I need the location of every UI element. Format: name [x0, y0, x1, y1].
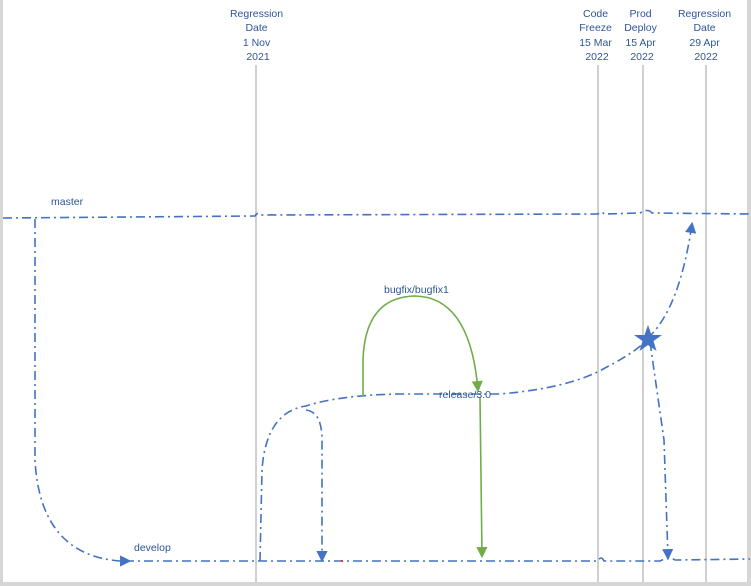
master-branch-line: [2, 209, 751, 219]
milestone-label-prod-deploy: Prod Deploy 15 Apr 2022: [624, 8, 660, 63]
bugfix-label: bugfix/bugfix1: [384, 284, 449, 296]
star-icon: [634, 325, 662, 351]
master-to-develop-arrow: [34, 219, 132, 567]
bugfix-branch-line: [362, 295, 483, 396]
release-to-develop-final-arrow: [649, 341, 674, 561]
release-branch-line: [259, 221, 697, 562]
develop-label: develop: [134, 542, 171, 554]
diagram-background: [3, 0, 747, 582]
bugfix-to-develop-arrow: [476, 396, 488, 559]
milestone-label-code-freeze: Code Freeze 15 Mar 2022: [579, 8, 615, 63]
release-merge-back-arrow: [305, 409, 328, 563]
milestone-labels: Regression Date 1 Nov 2021 Code Freeze 1…: [230, 8, 734, 63]
master-label: master: [51, 196, 84, 208]
develop-branch-line: [125, 557, 751, 562]
milestone-label-regression-nov: Regression Date 1 Nov 2021: [230, 8, 286, 63]
milestone-label-regression-apr: Regression Date 29 Apr 2022: [678, 8, 734, 63]
release-label: release/3.0: [439, 389, 491, 401]
milestone-lines: [255, 65, 707, 582]
